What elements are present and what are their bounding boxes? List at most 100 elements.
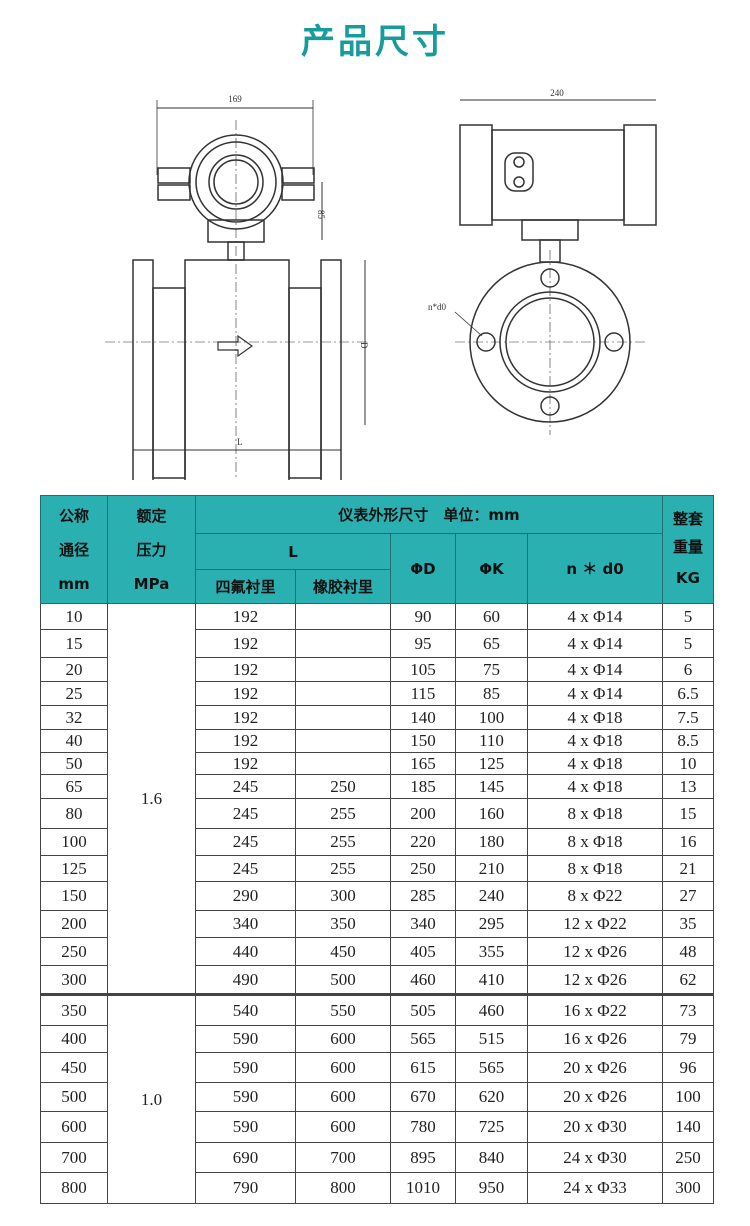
header-dn: 公称 通径 mm <box>40 495 108 604</box>
cell-k: 410 <box>455 965 528 995</box>
cell-dn: 350 <box>40 993 108 1026</box>
table-row: 125 245 255 250 210 8 x Φ18 21 <box>40 855 714 882</box>
cell-nd: 20 x Φ30 <box>527 1111 663 1143</box>
cell-l-ptfe: 790 <box>195 1172 296 1204</box>
front-view: 169 85 L D <box>105 94 370 480</box>
cell-weight: 5 <box>662 629 714 658</box>
cell-k: 515 <box>455 1025 528 1053</box>
dimension-drawing: 169 85 L D 240 <box>105 88 657 480</box>
cell-dn: 10 <box>40 603 108 630</box>
cell-weight: 35 <box>662 910 714 938</box>
cell-l-rubber <box>295 629 391 658</box>
cell-k: 210 <box>455 855 528 882</box>
cell-l-ptfe: 245 <box>195 798 296 829</box>
cell-l-rubber: 600 <box>295 1025 391 1053</box>
cell-d: 90 <box>390 603 456 630</box>
table-row: 500 590 600 670 620 20 x Φ26 100 <box>40 1082 714 1112</box>
header-D: ΦD <box>390 533 456 604</box>
cell-dn: 200 <box>40 910 108 938</box>
cell-d: 200 <box>390 798 456 829</box>
cell-weight: 16 <box>662 828 714 856</box>
cell-k: 725 <box>455 1111 528 1143</box>
cell-d: 140 <box>390 705 456 730</box>
table-row: 200 340 350 340 295 12 x Φ22 35 <box>40 910 714 938</box>
cell-d: 220 <box>390 828 456 856</box>
cell-dn: 150 <box>40 881 108 911</box>
cell-l-rubber <box>295 603 391 630</box>
cell-nd: 24 x Φ33 <box>527 1172 663 1204</box>
cell-l-rubber: 600 <box>295 1052 391 1083</box>
cell-l-rubber <box>295 752 391 775</box>
cell-d: 895 <box>390 1142 456 1173</box>
side-view: 240 n*d0 <box>428 88 657 435</box>
cell-k: 460 <box>455 993 528 1026</box>
header-K: ΦK <box>455 533 528 604</box>
cell-l-ptfe: 245 <box>195 828 296 856</box>
header-L: L <box>195 533 391 570</box>
cell-k: 355 <box>455 937 528 966</box>
cell-k: 180 <box>455 828 528 856</box>
table-row: 300 490 500 460 410 12 x Φ26 62 <box>40 965 714 995</box>
cell-d: 150 <box>390 729 456 753</box>
cell-k: 75 <box>455 657 528 682</box>
cell-dn: 20 <box>40 657 108 682</box>
cell-l-ptfe: 245 <box>195 855 296 882</box>
header-pn: 额定 压力 MPa <box>107 495 196 604</box>
dim-85: 85 <box>316 210 326 220</box>
table-row: 350 1.0 540 550 505 460 16 x Φ22 73 <box>40 993 714 1204</box>
cell-dn: 450 <box>40 1052 108 1083</box>
cell-l-rubber: 600 <box>295 1111 391 1143</box>
cell-l-rubber: 600 <box>295 1082 391 1112</box>
table-row: 600 590 600 780 725 20 x Φ30 140 <box>40 1111 714 1143</box>
cell-k: 125 <box>455 752 528 775</box>
header-dims: 仪表外形尺寸 单位：mm <box>195 495 663 534</box>
cell-l-rubber: 550 <box>295 993 391 1026</box>
cell-nd: 8 x Φ18 <box>527 798 663 829</box>
cell-l-ptfe: 192 <box>195 729 296 753</box>
cell-dn: 400 <box>40 1025 108 1053</box>
cell-l-ptfe: 192 <box>195 681 296 706</box>
cell-d: 105 <box>390 657 456 682</box>
cell-weight: 6.5 <box>662 681 714 706</box>
table-row: 32 192 140 100 4 x Φ18 7.5 <box>40 705 714 730</box>
cell-dn: 800 <box>40 1172 108 1204</box>
cell-nd: 4 x Φ18 <box>527 729 663 753</box>
cell-pressure: 1.6 <box>107 603 196 995</box>
cell-dn: 500 <box>40 1082 108 1112</box>
cell-dn: 32 <box>40 705 108 730</box>
table-row: 150 290 300 285 240 8 x Φ22 27 <box>40 881 714 911</box>
cell-d: 1010 <box>390 1172 456 1204</box>
cell-k: 840 <box>455 1142 528 1173</box>
cell-k: 950 <box>455 1172 528 1204</box>
cell-l-rubber: 255 <box>295 798 391 829</box>
header-rubber: 橡胶衬里 <box>295 569 391 604</box>
cell-nd: 20 x Φ26 <box>527 1052 663 1083</box>
cell-nd: 4 x Φ18 <box>527 752 663 775</box>
cell-k: 620 <box>455 1082 528 1112</box>
cell-l-ptfe: 590 <box>195 1052 296 1083</box>
cell-weight: 5 <box>662 603 714 630</box>
cell-d: 615 <box>390 1052 456 1083</box>
cell-k: 100 <box>455 705 528 730</box>
cell-d: 95 <box>390 629 456 658</box>
cell-l-ptfe: 440 <box>195 937 296 966</box>
cell-k: 240 <box>455 881 528 911</box>
dim-hole: n*d0 <box>428 302 447 312</box>
cell-nd: 4 x Φ18 <box>527 705 663 730</box>
cell-d: 165 <box>390 752 456 775</box>
cell-dn: 50 <box>40 752 108 775</box>
cell-l-rubber: 350 <box>295 910 391 938</box>
table-row: 700 690 700 895 840 24 x Φ30 250 <box>40 1142 714 1173</box>
dim-240: 240 <box>550 88 564 98</box>
table-row: 800 790 800 1010 950 24 x Φ33 300 <box>40 1172 714 1204</box>
cell-nd: 4 x Φ14 <box>527 657 663 682</box>
cell-k: 60 <box>455 603 528 630</box>
cell-weight: 250 <box>662 1142 714 1173</box>
cell-l-ptfe: 690 <box>195 1142 296 1173</box>
cell-dn: 125 <box>40 855 108 882</box>
cell-l-ptfe: 192 <box>195 752 296 775</box>
cell-weight: 7.5 <box>662 705 714 730</box>
cell-d: 505 <box>390 993 456 1026</box>
cell-nd: 16 x Φ22 <box>527 993 663 1026</box>
cell-l-rubber: 800 <box>295 1172 391 1204</box>
